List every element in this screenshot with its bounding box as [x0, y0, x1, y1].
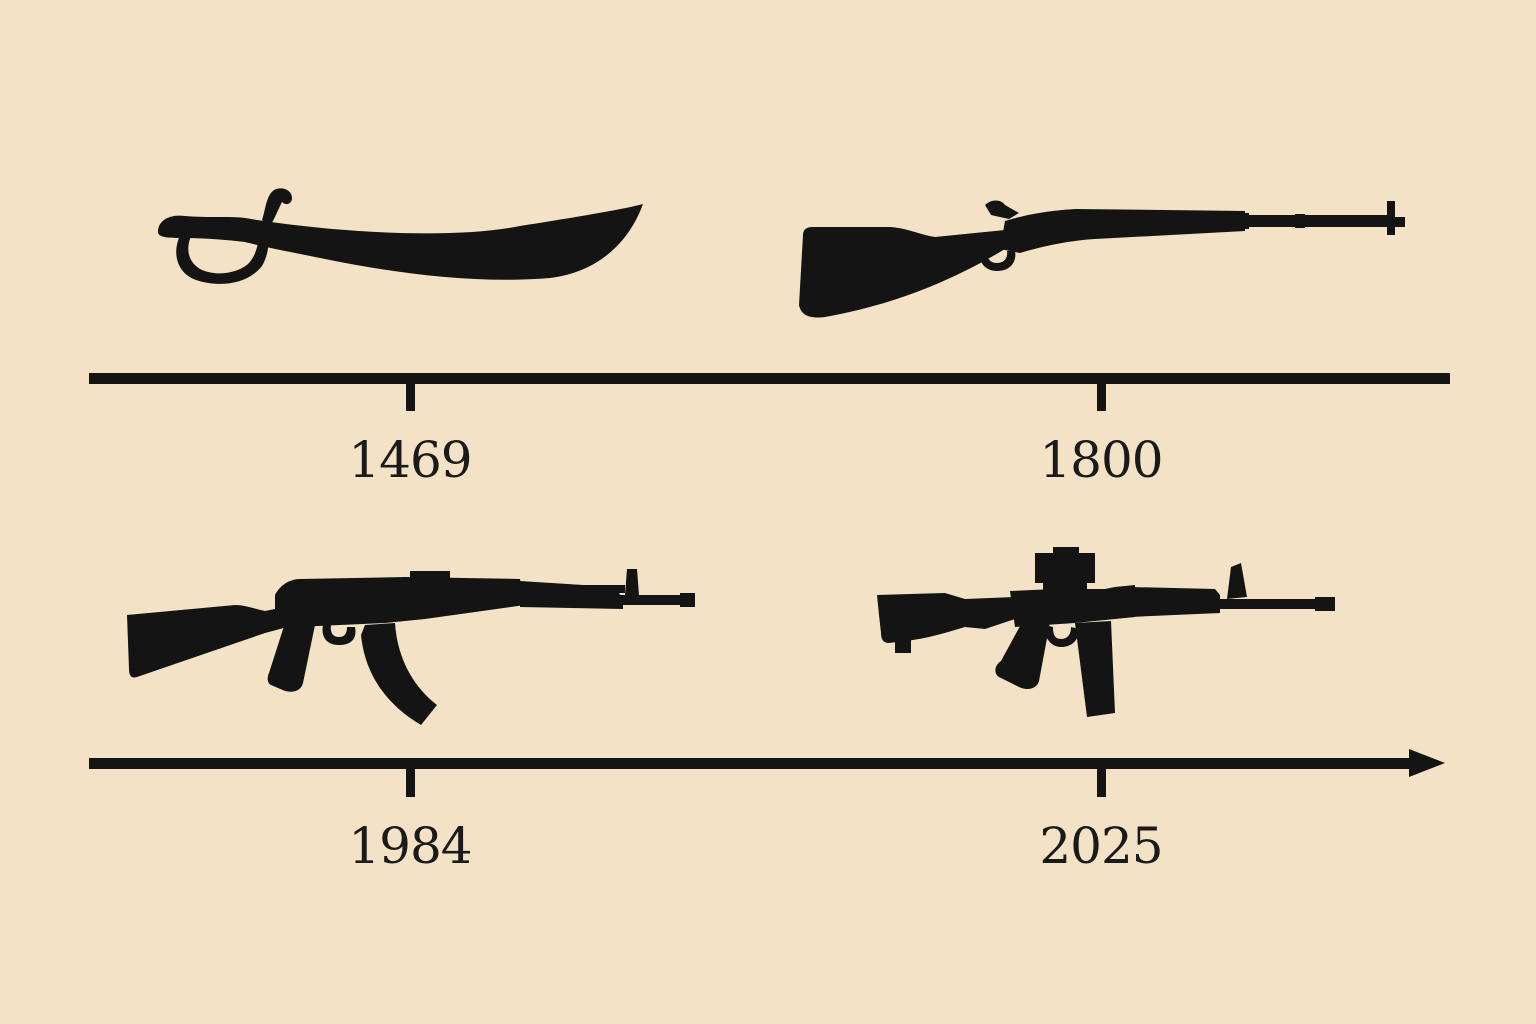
- sword-icon: [158, 188, 643, 284]
- timeline-axis-top: [89, 373, 1450, 384]
- year-label: 1984: [348, 817, 472, 875]
- year-label: 2025: [1039, 817, 1163, 875]
- year-label: 1800: [1039, 431, 1163, 489]
- musket-icon: [799, 200, 1405, 318]
- tick-1469: [406, 380, 415, 411]
- year-label: 1469: [348, 431, 472, 489]
- tick-1800: [1097, 380, 1106, 411]
- timeline-axis-bottom: [89, 758, 1414, 769]
- tick-1984: [406, 766, 415, 797]
- ak47-icon: [127, 569, 695, 725]
- ar15-icon: [877, 547, 1335, 717]
- arrow-head-icon: [1409, 749, 1445, 777]
- tick-2025: [1097, 766, 1106, 797]
